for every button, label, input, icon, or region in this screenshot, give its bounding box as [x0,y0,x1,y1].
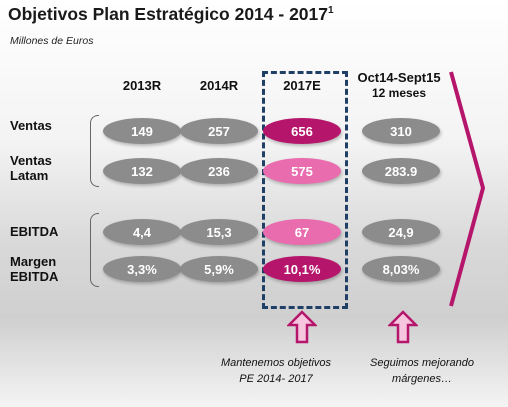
note-seguimos-mejorando: Seguimos mejorando márgenes… [352,355,492,387]
column-header-oct14-sept15: Oct14-Sept15 [357,70,441,85]
value-ventas-latam-oct14-sept15: 283.9 [362,158,440,184]
up-arrow-icon [388,310,418,344]
value-ventas-2014r: 257 [180,118,258,144]
up-arrow-icon [287,310,317,344]
subtitle: Millones de Euros [10,35,94,47]
note-right-line2: márgenes… [392,373,452,385]
row-label-ventas: Ventas [10,118,52,133]
highlight-2017e-box [262,71,348,309]
row-label-margen-ebitda-line1: Margen [10,254,57,269]
value-margen-ebitda-2017e: 10,1% [263,256,341,282]
note-right-line1: Seguimos mejorando [370,357,474,369]
bracket-ebitda [90,213,99,287]
title-text: Objetivos Plan Estratégico 2014 - 2017 [8,4,329,24]
column-header-2017e: 2017E [283,78,321,93]
value-ventas-latam-2013r: 132 [103,158,181,184]
row-label-ventas-latam-line1: Ventas [10,153,52,168]
page-title: Objetivos Plan Estratégico 2014 - 20171 [8,4,334,25]
note-left-line2: PE 2014- 2017 [239,373,313,385]
row-label-margen-ebitda: Margen EBITDA [10,254,58,284]
title-footnote-marker: 1 [328,5,334,17]
column-subheader-12-meses: 12 meses [371,86,427,100]
value-ventas-2013r: 149 [103,118,181,144]
row-label-ventas-latam: Ventas Latam [10,153,52,183]
value-margen-ebitda-oct14-sept15: 8,03% [362,256,440,282]
value-ebitda-2013r: 4,4 [103,219,181,245]
bracket-sales [90,115,99,187]
value-margen-ebitda-2013r: 3,3% [103,256,181,282]
value-ventas-latam-2017e: 575 [263,158,341,184]
chevron-right-icon [449,71,486,307]
row-label-margen-ebitda-line2: EBITDA [10,269,59,284]
note-left-line1: Mantenemos objetivos [220,357,332,369]
note-mantenemos-objetivos: Mantenemos objetivos PE 2014- 2017 [196,355,356,387]
value-ventas-oct14-sept15: 310 [362,118,440,144]
row-label-ventas-latam-line2: Latam [10,168,49,183]
value-ebitda-2014r: 15,3 [180,219,258,245]
column-header-2014r: 2014R [199,78,239,93]
value-ventas-2017e: 656 [263,118,341,144]
value-ebitda-2017e: 67 [263,219,341,245]
value-ventas-latam-2014r: 236 [180,158,258,184]
value-ebitda-oct14-sept15: 24,9 [362,219,440,245]
row-label-ebitda: EBITDA [10,224,59,239]
value-margen-ebitda-2014r: 5,9% [180,256,258,282]
column-header-2013r: 2013R [122,78,162,93]
